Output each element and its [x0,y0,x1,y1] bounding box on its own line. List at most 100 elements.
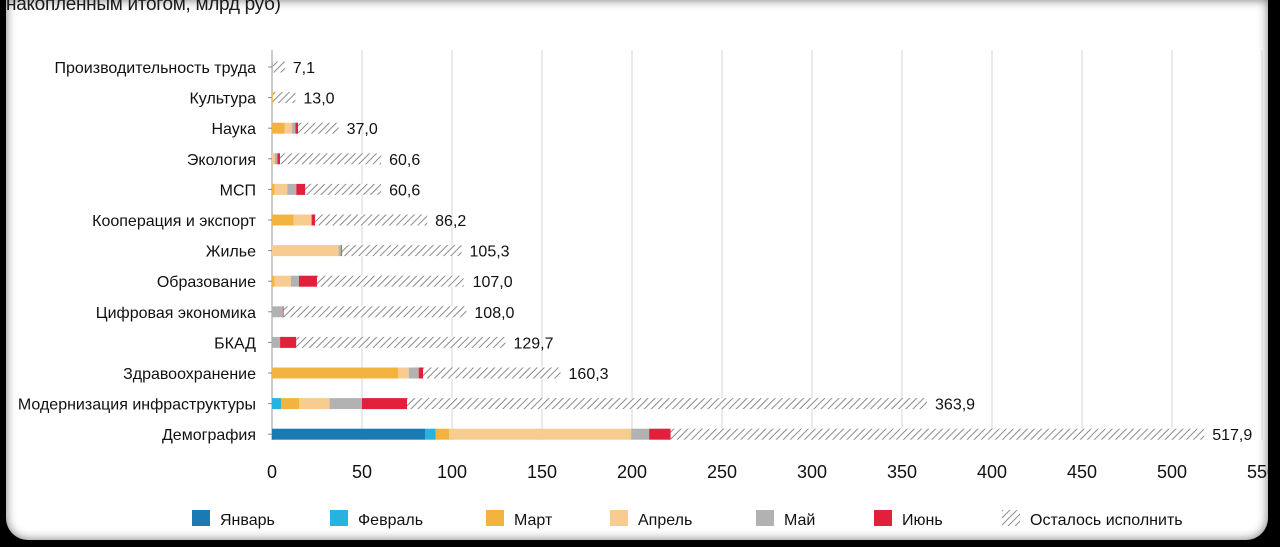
bar-segment [272,367,398,379]
x-tick-label: 550 [1247,462,1268,482]
bar-segment [295,122,299,134]
bar-segment [272,153,275,165]
bar-segment-remaining [423,367,561,379]
bar-segment [362,398,407,410]
bar-segment [449,428,632,440]
bar-segment [272,275,275,287]
category-label: Демография [162,427,256,444]
legend-swatch [756,510,774,526]
bar-segment [418,367,424,379]
bar-segment [272,92,273,104]
bar-segment [631,428,650,440]
bar-segment [272,336,281,348]
bar-segment [272,306,283,318]
x-tick-label: 300 [797,462,827,482]
bar-segment [272,428,425,440]
total-value-label: 517,9 [1212,427,1252,444]
legend-swatch [330,510,348,526]
bar-segment [272,122,285,134]
bar-segment [329,398,362,410]
x-tick-label: 500 [1157,462,1187,482]
bar-segment [293,214,312,226]
bar-segment-remaining [342,245,462,257]
total-value-label: 7,1 [293,60,315,77]
category-label: Цифровая экономика [96,305,256,322]
x-tick-label: 0 [267,462,277,482]
legend-label: Март [514,512,553,529]
bar-segment-remaining [272,61,285,73]
bar-segment [291,122,296,134]
total-value-label: 105,3 [470,244,510,261]
legend-label: Февраль [358,512,423,529]
x-tick-label: 150 [527,462,557,482]
bar-segment [281,398,299,410]
legend-swatch [486,510,504,526]
bar-segment [425,428,436,440]
bar-segment [280,336,297,348]
category-labels: Производительность труда Культура Наука Эко… [18,60,272,444]
category-label: МСП [220,182,256,199]
bar-segment-remaining [317,275,464,287]
total-value-label: 60,6 [389,152,420,169]
total-value-label: 107,0 [473,274,513,291]
total-value-label: 86,2 [435,213,466,230]
bar-segment [338,245,342,257]
category-label: Экология [187,152,256,169]
bar-segment [311,214,316,226]
bar-segment [398,367,409,379]
x-tick-label: 400 [977,462,1007,482]
bar-segment [282,306,284,318]
chart-panel: накопленным итогом, млрд руб) Производит… [6,0,1268,540]
total-value-label: 129,7 [513,335,553,352]
bar-segment [296,183,306,195]
bar-segment-remaining [407,398,928,410]
bar-segment [408,367,419,379]
total-value-label: 160,3 [569,366,609,383]
bar-segment [277,153,281,165]
bar-segment-remaining [315,214,428,226]
chart-canvas: Производительность труда Культура Наука Эко… [18,50,1268,529]
total-value-label: 13,0 [303,91,334,108]
category-label: Производительность труда [55,60,257,77]
x-axis: 0 50 100 150 200 250 300 350 400 450 500 550 [267,462,1268,482]
category-label: Кооперация и экспорт [92,213,257,230]
total-value-label: 37,0 [347,121,378,138]
bar-segment [274,153,278,165]
bar-segment [272,61,273,73]
bar-segment [274,275,291,287]
bar-segment [290,275,299,287]
bar-segment-remaining [283,306,467,318]
legend-swatch [610,510,628,526]
chart-title: накопленным итогом, млрд руб) [6,0,281,15]
bar-segment [649,428,671,440]
bar-segment-remaining [280,153,382,165]
category-label: Культура [189,91,256,108]
legend-label: Апрель [638,512,692,529]
category-label: Модернизация инфраструктуры [18,397,256,414]
bar-segment-remaining [298,122,339,134]
category-label: Образование [157,274,256,291]
bar-segment-remaining [296,336,506,348]
bar-segment [284,122,292,134]
category-label: Здравоохранение [123,366,256,383]
legend-label: Январь [220,512,275,529]
bar-segment [341,245,343,257]
legend-label: Май [784,512,815,529]
bar-segment [272,214,294,226]
x-tick-label: 450 [1067,462,1097,482]
bar-segment-remaining [305,183,382,195]
bar-segment [272,398,281,410]
bar-segment [287,183,297,195]
legend-swatch [874,510,892,526]
bar-segment-remaining [272,92,296,104]
bar-segment [274,183,288,195]
x-tick-label: 50 [352,462,372,482]
legend-swatch [1002,510,1020,526]
bar-segment [435,428,450,440]
x-tick-label: 350 [887,462,917,482]
x-tick-label: 250 [707,462,737,482]
legend: Январь Февраль Март Апрель Май Июнь Осталось и… [192,510,1183,529]
bar-segment [272,183,275,195]
legend-label: Осталось исполнить [1030,512,1183,529]
